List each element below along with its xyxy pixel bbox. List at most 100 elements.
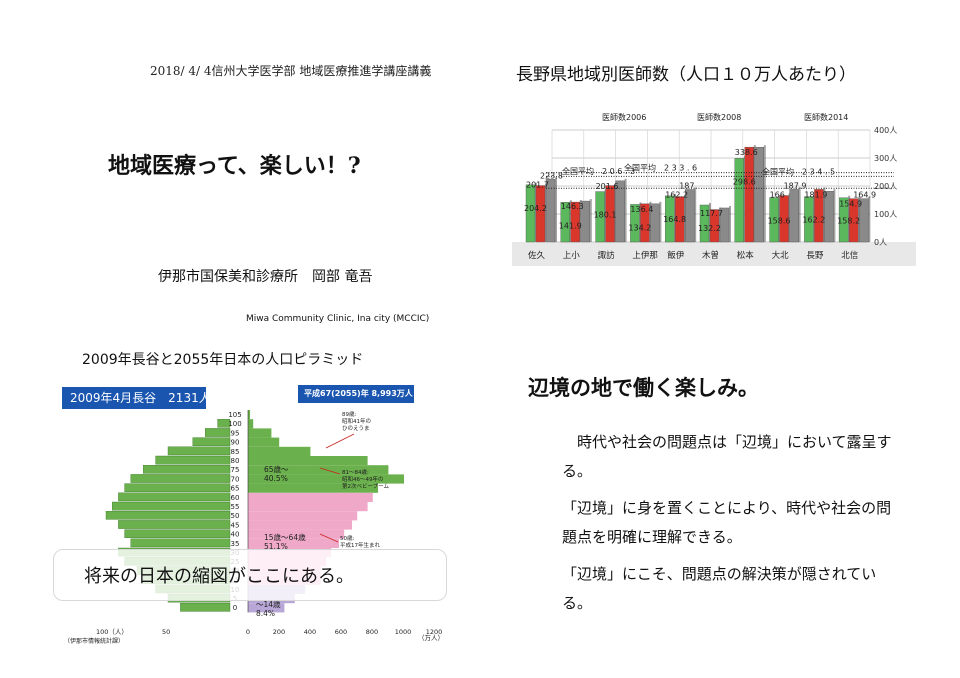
category-label: 松本: [737, 250, 755, 261]
category-label: 大北: [772, 250, 790, 261]
group-0-label: ～14歳: [256, 599, 281, 609]
age-tick: 80: [231, 457, 240, 465]
right-axis-tick: 1000: [395, 628, 412, 636]
annotation-89: ひのえうま: [342, 425, 370, 432]
pyramid-right-bar: [248, 538, 339, 548]
pyramid-right-bar: [248, 428, 272, 438]
author-name: 伊那市国保美和診療所 岡部 竜吾: [158, 269, 373, 285]
group-15-pct: 51.1%: [264, 542, 288, 551]
hase-2009-badge: 2009年4月長谷 2131人: [62, 387, 211, 409]
pyramid-right-bar: [248, 410, 251, 420]
data-label-2014: 187: [679, 181, 694, 190]
data-label-2006: 298.6: [733, 177, 756, 186]
group-65-pct: 40.5%: [264, 474, 288, 483]
pyramid-left-bar: [124, 483, 231, 492]
y-tick-label: 100人: [874, 210, 897, 219]
annotation-arrow: [325, 433, 355, 449]
legend-2006: 医師数2006: [602, 112, 646, 122]
data-label-top: 201.7: [526, 180, 549, 189]
category-label: 諏訪: [598, 250, 616, 261]
age-tick: 45: [231, 521, 240, 529]
data-label-top: 154.9: [839, 200, 862, 209]
bar-2: [789, 189, 799, 243]
legend-2008: 医師数2008: [697, 112, 741, 122]
age-tick: 70: [231, 475, 240, 483]
age-tick: 85: [231, 448, 240, 456]
pyramid-right-bar: [248, 446, 311, 456]
bar-2: [824, 191, 834, 243]
pyramid-source: （伊那市情報統計課）: [64, 637, 124, 644]
category-label: 木曽: [702, 250, 719, 261]
pyramid-right-bar: [248, 465, 389, 475]
annotation-89: 89歳:: [342, 410, 356, 418]
data-label-top: 201.6: [596, 182, 619, 191]
group-0-pct: 8.4%: [256, 609, 275, 618]
pyramid-left-bar: [130, 474, 231, 483]
right-axis-tick: 600: [335, 628, 347, 636]
age-tick: 90: [231, 439, 240, 447]
category-label: 上小: [563, 250, 581, 261]
reference-label: 全国平均 2 0 6 . 3: [562, 166, 635, 176]
slide-title: 地域医療って、楽しい！?: [108, 153, 361, 179]
bar-1: [744, 146, 755, 243]
bar-2: [754, 146, 765, 243]
age-tick: 75: [231, 466, 240, 474]
frontier-paragraph-1: 時代や社会の問題点は「辺境」において露呈する。: [562, 433, 892, 480]
population-pyramid-chart: 1051009590858075706560555045403530252015…: [64, 410, 444, 644]
group-65-label: 65歳～: [264, 464, 289, 474]
bar-side: [763, 145, 766, 242]
bar-1: [814, 189, 824, 243]
annotation-81: 第2次ベビーブーム: [342, 482, 390, 490]
age-tick: 35: [231, 540, 240, 548]
data-label-2006: 180.1: [594, 211, 617, 220]
age-tick: 60: [231, 494, 240, 502]
pyramid-left-bar: [155, 455, 231, 465]
bar-2: [545, 179, 556, 243]
frontier-paragraph-2: 「辺境」に身を置くことにより、時代や社会の問題点を明確に理解できる。: [562, 499, 892, 546]
japan-2055-badge: 平成67(2055)年 8,993万人: [298, 385, 414, 403]
bar-0: [595, 191, 605, 243]
pyramid-left-bar: [124, 529, 231, 538]
category-label: 上伊那: [632, 250, 658, 261]
pyramid-right-bar: [248, 511, 358, 521]
data-label-top: 136.4: [630, 205, 653, 214]
data-label-2006: 164.8: [663, 215, 686, 224]
pyramid-right-bar: [248, 456, 368, 466]
bar-side: [798, 187, 801, 242]
data-label-top: 162.2: [665, 190, 688, 199]
pyramid-left-bar: [130, 538, 231, 548]
pyramid-right-bar: [248, 529, 345, 539]
age-tick: 55: [231, 503, 240, 511]
bar-0: [560, 202, 570, 243]
annotation-50: 平成17年生まれ: [340, 541, 380, 549]
age-tick: 40: [231, 531, 240, 539]
bar-1: [849, 198, 859, 243]
data-label-top: 146.3: [561, 202, 584, 211]
pyramid-left-bar: [217, 418, 231, 428]
y-tick-label: 0人: [874, 238, 887, 247]
pyramid-right-bar: [248, 502, 368, 512]
right-axis-tick: 0: [246, 628, 250, 636]
y-tick-label: 200人: [874, 182, 897, 191]
lecture-date-line: 2018/ 4/ 4信州大学医学部 地域医療推進学講座講義: [150, 64, 432, 78]
annotation-arrow: [319, 533, 339, 543]
right-axis-tick: 400: [304, 628, 316, 636]
frontier-heading: 辺境の地で働く楽しみ。: [528, 376, 759, 400]
pyramid-left-bar: [167, 446, 231, 456]
bar-0: [734, 158, 745, 243]
reference-label: 全国平均 2 3 3 . 6: [624, 163, 697, 173]
data-label-2006: 141.9: [559, 221, 582, 230]
y-tick-label: 400人: [874, 126, 897, 135]
doctor-chart-title: 長野県地域別医師数（人口１０万人あたり）: [516, 65, 856, 85]
bar-2: [719, 207, 730, 243]
age-tick: 0: [233, 604, 237, 612]
bar-1: [570, 201, 580, 243]
pyramid-left-bar: [105, 510, 231, 520]
frontier-paragraph-3: 「辺境」にこそ、問題点の解決策が隠されている。: [562, 565, 877, 612]
bar-1: [779, 195, 789, 243]
pyramid-title: 2009年長谷と2055年日本の人口ピラミッド: [82, 352, 364, 368]
data-label-2006: 158.6: [768, 217, 791, 226]
age-tick: 105: [228, 411, 241, 419]
bar-side: [589, 199, 592, 242]
bar-1: [535, 185, 546, 243]
